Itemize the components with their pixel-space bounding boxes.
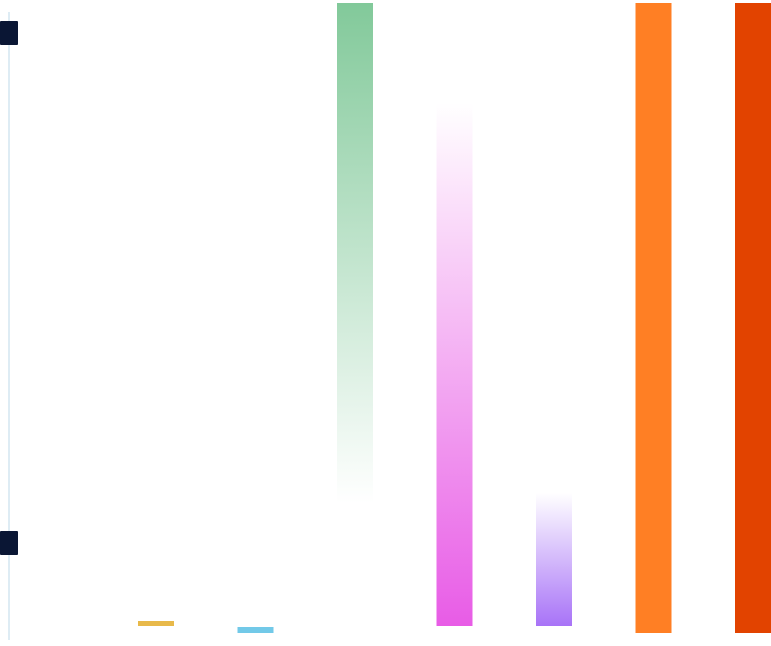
bar-1 [138, 621, 174, 626]
y-axis [0, 12, 18, 640]
bar-7 [735, 3, 771, 633]
bar-2 [237, 627, 274, 633]
bar-6 [635, 3, 672, 633]
bar-3 [337, 3, 373, 503]
axis-marker-1 [0, 531, 18, 555]
bar-4 [436, 103, 473, 626]
bars-group [138, 3, 771, 633]
bar-5 [536, 493, 572, 626]
axis-marker-2 [0, 21, 18, 45]
